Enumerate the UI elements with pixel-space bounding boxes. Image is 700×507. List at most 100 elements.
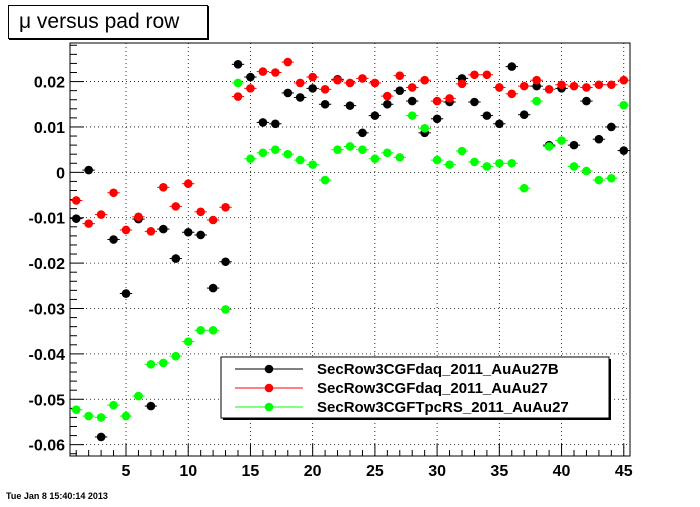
y-tick-label: -0.03 [29,302,66,319]
data-point [233,60,243,69]
data-point [482,111,492,120]
data-point [482,70,492,80]
data-point [594,80,604,90]
data-point [246,72,255,82]
data-point [308,72,317,82]
data-point [582,83,591,92]
data-point [121,411,131,421]
data-point [432,96,442,106]
data-point [607,173,616,183]
data-point [395,86,405,95]
data-point [470,97,479,107]
data-point [84,411,93,421]
data-point [383,148,392,158]
data-point [420,75,429,85]
data-point [495,158,504,168]
data-point [395,71,405,80]
x-tick-label: 30 [428,463,446,480]
data-point [432,114,442,124]
data-point [619,75,629,85]
x-tick-label: 20 [304,463,322,480]
data-point [196,325,205,335]
data-point [84,165,93,175]
legend-label: SecRow3CGFTpcRS_2011_AuAu27 [317,399,569,416]
data-point [121,225,131,235]
data-point [258,118,268,127]
data-point [233,92,243,101]
y-tick-label: 0.01 [34,120,65,137]
data-point [557,136,566,145]
data-point [71,196,81,205]
data-point [320,175,330,185]
x-tick-label: 35 [490,463,508,480]
x-tick-label: 40 [553,463,571,480]
data-point [183,227,193,237]
data-point [457,79,467,89]
data-point [420,124,429,133]
data-point [271,68,280,77]
data-point [146,227,156,236]
y-tick-label: -0.04 [29,347,66,364]
data-point [607,122,616,132]
data-point [445,160,454,169]
data-point [246,84,255,93]
data-point [532,75,541,85]
data-point [333,75,342,85]
data-point [258,148,268,158]
y-tick-label: 0 [56,165,65,182]
data-point [258,67,268,76]
data-point [283,57,293,67]
data-point [470,157,479,167]
data-point [196,207,205,217]
data-point [432,155,442,165]
y-tick-label: 0.02 [34,75,65,92]
data-point [345,78,355,88]
series-2 [70,57,630,236]
points-layer [70,57,630,442]
data-point [383,91,392,101]
legend-label: SecRow3CGFdaq_2011_AuAu27B [317,361,559,378]
x-tick-label: 10 [179,463,197,480]
data-point [109,188,118,198]
data-point [221,305,230,314]
data-point [582,96,591,106]
data-point [171,351,181,361]
data-point [358,74,367,83]
data-point [594,175,604,185]
data-point [470,70,479,80]
x-tick-label: 25 [366,463,384,480]
x-tick-label: 45 [615,463,633,480]
timestamp-footer: Tue Jan 8 15:40:14 2013 [6,491,108,501]
data-point [532,81,541,91]
data-point [295,93,305,102]
series-3 [70,78,630,422]
data-point [345,101,355,110]
chart-title-box: μ versus pad row [8,5,208,39]
data-point [134,391,143,401]
data-point [71,405,81,415]
data-point [544,142,554,151]
data-point [569,81,579,91]
data-point [96,432,106,442]
legend: SecRow3CGFdaq_2011_AuAu27B SecRow3CGFdaq_… [220,356,611,420]
data-point [221,257,230,267]
data-point [619,146,629,155]
data-point [607,80,616,90]
legend-marker [264,364,274,374]
data-point [407,83,417,92]
data-point [246,154,255,164]
data-point [134,212,143,222]
data-point [196,230,205,240]
data-point [271,145,280,154]
data-point [208,283,218,293]
data-point [183,337,193,346]
data-point [569,140,579,150]
legend-label: SecRow3CGFdaq_2011_AuAu27 [317,380,548,397]
legend-marker [264,383,274,393]
x-tick-label: 15 [242,463,260,480]
data-point [159,183,168,192]
y-tick-label: -0.01 [29,211,66,228]
data-point [221,202,230,212]
x-tick-label: 5 [122,463,131,480]
data-point [283,88,293,98]
